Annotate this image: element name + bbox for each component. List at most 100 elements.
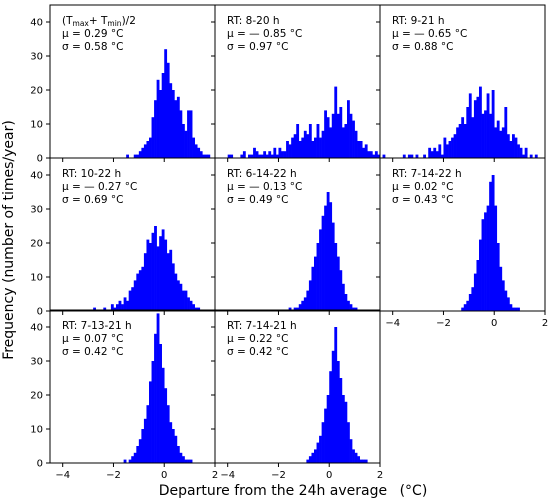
histogram-bar: [501, 280, 505, 311]
histogram-bar: [308, 456, 312, 463]
histogram-bar: [174, 100, 178, 158]
x-label-unit: (°C): [400, 483, 428, 499]
histogram-bar: [476, 96, 480, 158]
histogram-bar: [258, 154, 261, 158]
histogram-bar: [415, 154, 419, 158]
histogram-bar: [367, 151, 371, 158]
histogram-bar: [113, 307, 117, 311]
histogram-bar: [176, 96, 180, 158]
histogram-bar: [352, 307, 355, 311]
histogram-bar: [169, 249, 173, 311]
histogram-bar: [339, 378, 343, 463]
histogram-bar: [263, 151, 267, 158]
histogram-bar: [288, 144, 292, 158]
histogram-bar: [334, 243, 338, 311]
histogram-bar: [438, 144, 442, 158]
histogram-bar: [250, 154, 254, 158]
x-tick-label: 2: [212, 470, 218, 481]
histogram-bar: [499, 266, 503, 311]
histogram-bar: [481, 219, 485, 311]
histogram-bar: [506, 134, 510, 158]
x-tick-label: −2: [271, 470, 286, 481]
histogram-bar: [187, 459, 190, 463]
histogram-bar: [471, 117, 475, 158]
histogram-bar: [514, 307, 518, 311]
panel-sigma: σ = 0.49 °C: [227, 194, 288, 206]
histogram-bar: [179, 283, 183, 311]
histogram-bar: [242, 151, 246, 158]
histogram-bar: [468, 93, 472, 158]
panel-title-part: max: [73, 19, 90, 28]
y-tick-label: 40: [30, 171, 43, 182]
panel-title-part: + T: [89, 15, 108, 27]
histogram-bar: [349, 439, 353, 463]
histogram-bar: [293, 134, 297, 158]
histogram-bar: [496, 120, 500, 158]
histogram-bar: [479, 86, 482, 158]
histogram-bar: [131, 456, 135, 463]
histogram-bar: [184, 459, 188, 463]
histogram-bar: [278, 147, 282, 158]
histogram-bar: [321, 215, 325, 311]
histogram-bar: [319, 435, 322, 463]
histogram-bar: [357, 456, 360, 463]
histogram-bar: [339, 107, 343, 158]
histogram-bar: [339, 270, 343, 311]
histogram-bar: [154, 100, 157, 158]
histogram-bar: [524, 147, 528, 158]
y-tick-label: 30: [30, 52, 43, 63]
histogram-bar: [331, 350, 335, 463]
histogram-bar: [164, 49, 168, 159]
histogram-bar: [283, 151, 287, 158]
histogram-bar: [161, 229, 165, 311]
histogram-bar: [303, 130, 307, 158]
histogram-bar: [298, 141, 302, 158]
histogram-bar: [133, 280, 137, 311]
histogram-bar: [489, 113, 492, 158]
histogram-bar: [344, 294, 348, 311]
histogram-bar: [159, 90, 162, 158]
histogram-bar: [331, 222, 335, 311]
panel-4: 0 10 20 30 40 RT: 10-22 hμ = — 0.27 °Cσ = 0.6…: [30, 157, 216, 318]
histogram-bar: [428, 147, 432, 158]
histogram-bar: [534, 154, 538, 158]
histogram-bar: [138, 439, 142, 463]
histogram-bar: [154, 226, 157, 311]
histogram-bar: [288, 307, 292, 311]
histogram-bar: [329, 202, 333, 311]
histogram-bar: [509, 304, 513, 311]
histogram-bar: [189, 110, 193, 158]
histogram-bar: [273, 147, 277, 158]
histogram-bar: [461, 307, 465, 311]
histogram-bar: [334, 86, 338, 158]
histogram-bar: [204, 154, 208, 158]
histogram-bar: [260, 154, 264, 158]
histogram-bar: [473, 100, 477, 158]
histogram-bar: [352, 120, 355, 158]
x-tick-label: 2: [377, 470, 383, 481]
histogram-bar: [377, 154, 381, 158]
histogram-bar: [336, 361, 340, 463]
histogram-bar: [154, 333, 157, 463]
histogram-bar: [248, 154, 251, 158]
histogram-bar: [423, 154, 426, 158]
histogram-bar: [286, 141, 289, 158]
histogram-bar: [296, 124, 300, 158]
histogram-bar: [319, 229, 322, 311]
panel-mean: μ = — 0.85 °C: [227, 28, 302, 40]
panel-title: RT: 7-14-21 h: [227, 320, 297, 332]
histogram-bar: [133, 154, 137, 158]
panel-sigma: σ = 0.43 °C: [392, 194, 453, 206]
histogram-bar: [486, 93, 490, 158]
axes-frame: [214, 309, 381, 464]
histogram-bar: [433, 147, 437, 158]
histogram-bar: [440, 154, 444, 158]
histogram-bar: [189, 459, 193, 463]
histogram-bar: [275, 154, 279, 158]
panel-sigma: σ = 0.58 °C: [62, 41, 123, 53]
histogram-bar: [141, 147, 145, 158]
x-label-text: Departure from the 24h average: [159, 483, 387, 499]
histogram-bar: [138, 270, 142, 311]
figure-x-label: Departure from the 24h average (°C): [159, 483, 428, 499]
